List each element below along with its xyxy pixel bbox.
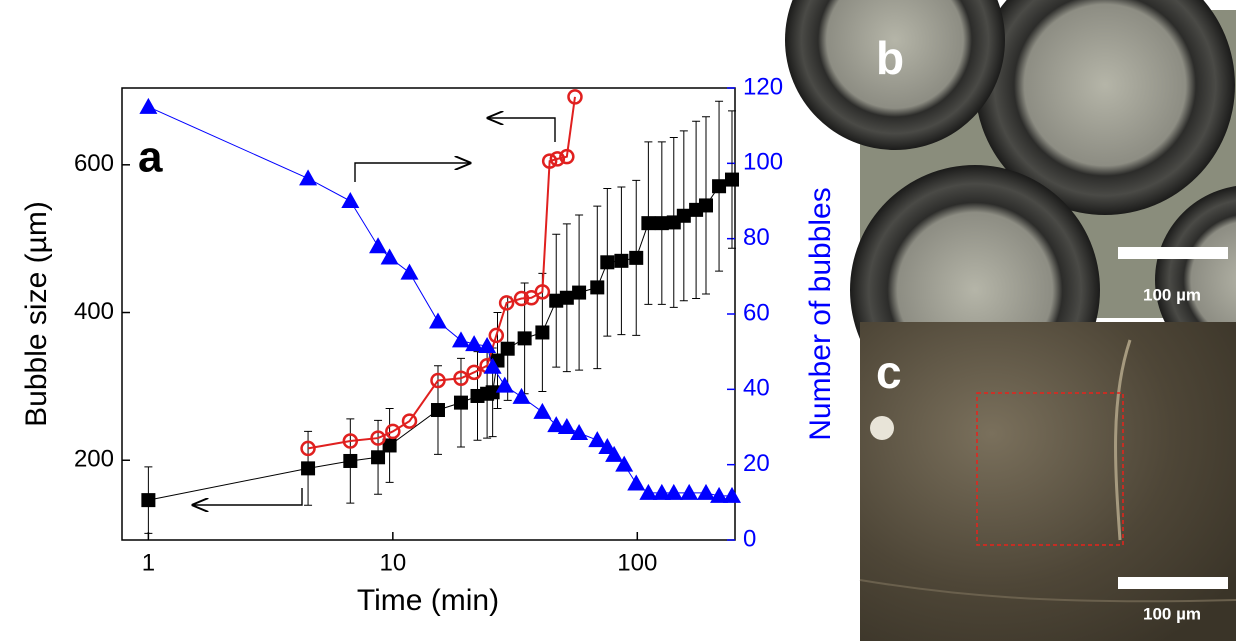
series-line: [148, 106, 732, 497]
x-tick-label: 100: [617, 549, 657, 576]
marker: [615, 455, 634, 472]
marker: [654, 216, 669, 231]
marker: [430, 372, 446, 389]
marker: [652, 483, 671, 500]
marker: [547, 416, 566, 433]
marker: [549, 293, 564, 308]
marker: [614, 253, 629, 268]
marker: [370, 430, 386, 446]
panel-label: b: [876, 32, 904, 84]
marker: [534, 284, 551, 300]
marker: [598, 437, 617, 454]
marker: [590, 280, 605, 295]
y-tick-label: 200: [74, 446, 114, 473]
y2-tick-label: 60: [743, 299, 770, 326]
y2-axis-title: Number of bubbles: [804, 187, 837, 440]
marker: [535, 325, 550, 340]
marker: [498, 295, 515, 311]
micrograph-b: 100 µm b: [785, 0, 1236, 415]
scale-label: 100 µm: [1143, 285, 1201, 304]
scale-label: 100 µm: [1143, 604, 1201, 623]
panel-label: a: [138, 133, 163, 182]
marker: [698, 198, 713, 213]
marker: [639, 483, 658, 500]
marker: [549, 151, 566, 167]
marker: [465, 335, 484, 352]
marker: [400, 263, 419, 280]
series-line: [307, 96, 576, 450]
marker: [466, 364, 482, 381]
marker: [722, 486, 741, 503]
y2-tick-label: 0: [743, 525, 756, 552]
y2-tick-label: 40: [743, 375, 770, 402]
marker: [500, 341, 515, 356]
marker: [495, 376, 514, 393]
x-tick-label: 1: [142, 549, 155, 576]
y2-tick-label: 80: [743, 224, 770, 251]
marker: [572, 285, 587, 300]
marker: [141, 493, 156, 508]
marker: [559, 290, 574, 305]
marker: [541, 153, 558, 169]
marker: [600, 255, 615, 270]
scale-bar: [1118, 577, 1228, 589]
marker: [488, 327, 505, 344]
marker: [513, 290, 530, 307]
marker: [680, 483, 699, 500]
plot-frame: [121, 87, 736, 541]
marker: [385, 423, 401, 440]
marker: [139, 97, 158, 114]
marker: [371, 450, 386, 465]
marker: [641, 216, 656, 231]
marker: [517, 331, 532, 346]
marker: [605, 445, 624, 462]
marker: [533, 402, 552, 419]
marker: [341, 192, 360, 208]
micrograph-c: 100 µm c: [859, 322, 1236, 641]
y-tick-label: 400: [74, 298, 114, 325]
marker: [512, 387, 531, 404]
y2-tick-label: 100: [743, 149, 783, 176]
marker: [300, 440, 316, 457]
marker: [401, 413, 418, 429]
x-tick-label: 10: [379, 549, 406, 576]
marker: [664, 483, 683, 500]
marker: [557, 418, 576, 434]
marker: [712, 179, 727, 194]
marker: [483, 357, 502, 374]
marker: [301, 461, 316, 476]
marker: [570, 424, 589, 441]
marker: [299, 169, 318, 186]
marker: [369, 237, 388, 254]
scale-bar: [1118, 247, 1228, 259]
marker: [485, 385, 500, 400]
marker: [627, 474, 646, 491]
marker: [710, 486, 729, 503]
marker: [451, 331, 470, 348]
y2-tick-label: 120: [743, 73, 783, 100]
marker: [343, 453, 358, 468]
marker: [696, 483, 715, 500]
marker: [342, 433, 359, 449]
marker: [382, 438, 397, 453]
x-axis-title: Time (min): [357, 584, 499, 617]
marker: [724, 172, 739, 187]
y2-tick-label: 20: [743, 450, 770, 477]
marker: [380, 248, 399, 265]
marker: [676, 208, 691, 223]
marker: [478, 337, 497, 354]
panel-label: c: [876, 346, 902, 398]
marker: [430, 403, 445, 418]
marker: [453, 395, 468, 410]
marker: [428, 312, 447, 329]
y-axis-title: Bubble size (µm): [20, 201, 53, 427]
arrows: [193, 118, 556, 505]
marker: [629, 250, 644, 265]
marker: [567, 89, 583, 105]
marker: [453, 370, 469, 387]
y-tick-label: 600: [74, 150, 114, 177]
marker: [559, 148, 575, 165]
marker: [588, 431, 607, 448]
